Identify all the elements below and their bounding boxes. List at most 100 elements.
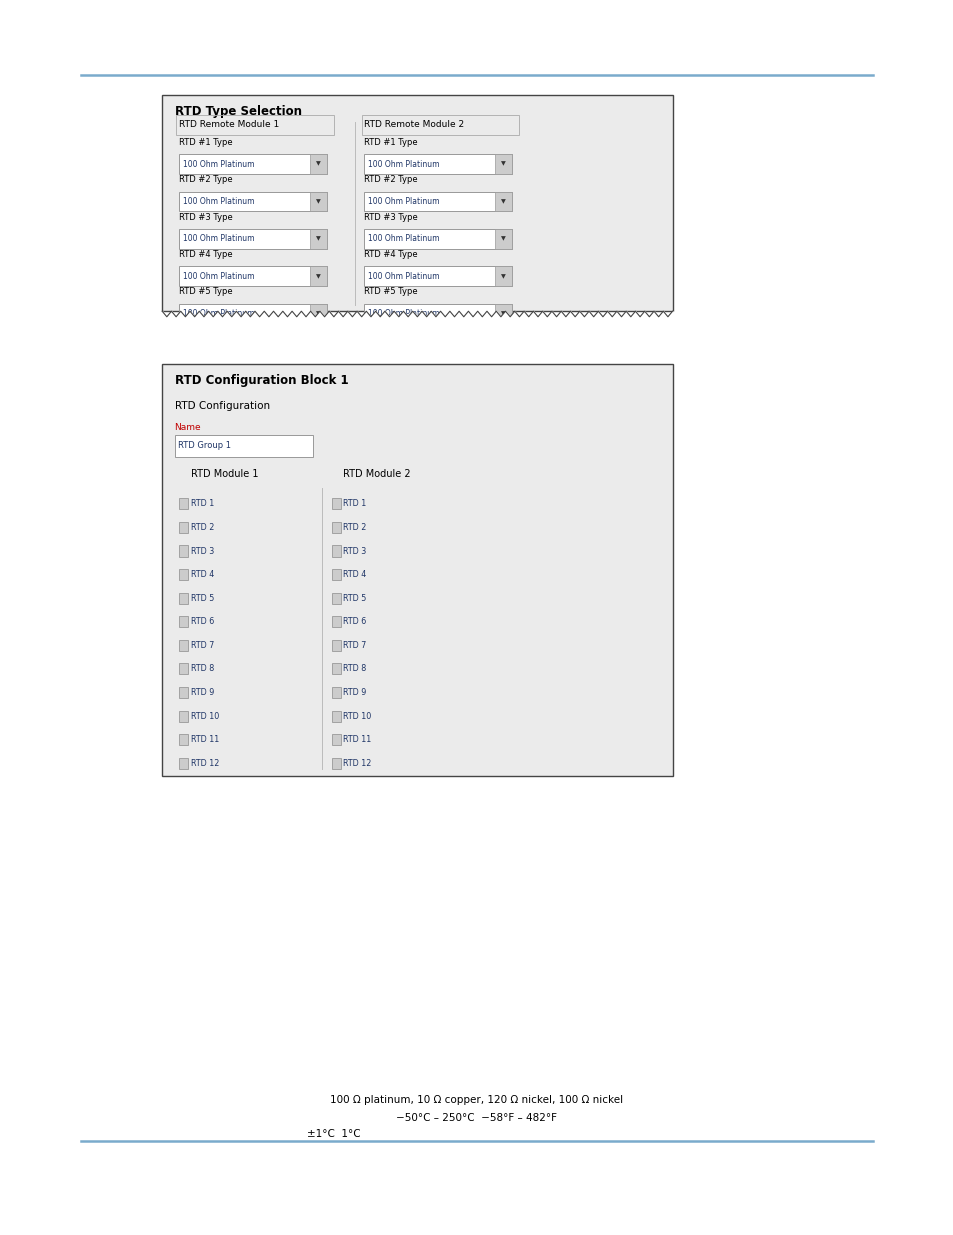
FancyBboxPatch shape	[332, 546, 340, 557]
FancyBboxPatch shape	[495, 304, 512, 324]
FancyBboxPatch shape	[162, 95, 672, 311]
FancyBboxPatch shape	[179, 267, 327, 287]
Text: −50°C – 250°C  −58°F – 482°F: −50°C – 250°C −58°F – 482°F	[396, 1113, 557, 1123]
Text: ▼: ▼	[316, 199, 320, 204]
FancyBboxPatch shape	[332, 498, 340, 509]
FancyBboxPatch shape	[332, 687, 340, 698]
Text: ▼: ▼	[501, 162, 505, 167]
FancyBboxPatch shape	[179, 616, 188, 627]
Text: RTD 7: RTD 7	[191, 641, 214, 650]
FancyBboxPatch shape	[495, 230, 512, 249]
Text: 100 Ohm Platinum: 100 Ohm Platinum	[368, 272, 439, 280]
FancyBboxPatch shape	[495, 191, 512, 211]
Text: RTD 10: RTD 10	[343, 711, 372, 720]
Text: RTD 8: RTD 8	[343, 664, 366, 673]
Text: ±1°C  1°C: ±1°C 1°C	[307, 1129, 360, 1139]
FancyBboxPatch shape	[179, 710, 188, 721]
Text: 100 Ohm Platinum: 100 Ohm Platinum	[368, 159, 439, 169]
Text: 100 Ohm Platinum: 100 Ohm Platinum	[368, 309, 439, 319]
Text: RTD Configuration Block 1: RTD Configuration Block 1	[174, 374, 348, 388]
FancyBboxPatch shape	[364, 154, 512, 174]
Text: RTD Configuration: RTD Configuration	[174, 401, 270, 411]
FancyBboxPatch shape	[174, 435, 313, 457]
FancyBboxPatch shape	[364, 191, 512, 211]
FancyBboxPatch shape	[495, 154, 512, 174]
Text: RTD 10: RTD 10	[191, 711, 219, 720]
Text: ▼: ▼	[316, 162, 320, 167]
Text: 100 Ohm Platinum: 100 Ohm Platinum	[183, 235, 254, 243]
FancyBboxPatch shape	[364, 267, 512, 287]
FancyBboxPatch shape	[332, 734, 340, 745]
Text: ▼: ▼	[501, 199, 505, 204]
Text: RTD 12: RTD 12	[343, 758, 372, 768]
Text: RTD Type Selection: RTD Type Selection	[174, 105, 301, 119]
FancyBboxPatch shape	[332, 522, 340, 534]
Text: RTD #2 Type: RTD #2 Type	[364, 175, 417, 184]
Text: ▼: ▼	[316, 274, 320, 279]
FancyBboxPatch shape	[310, 304, 327, 324]
Text: RTD Remote Module 1: RTD Remote Module 1	[179, 120, 279, 128]
Text: ▼: ▼	[501, 236, 505, 242]
FancyBboxPatch shape	[179, 640, 188, 651]
Text: RTD #2 Type: RTD #2 Type	[179, 175, 233, 184]
Text: RTD 1: RTD 1	[191, 499, 213, 509]
FancyBboxPatch shape	[310, 267, 327, 287]
FancyBboxPatch shape	[310, 191, 327, 211]
Text: RTD 6: RTD 6	[343, 618, 366, 626]
Text: RTD 3: RTD 3	[191, 547, 213, 556]
FancyBboxPatch shape	[332, 758, 340, 768]
Text: ▼: ▼	[316, 311, 320, 316]
FancyBboxPatch shape	[332, 640, 340, 651]
FancyBboxPatch shape	[179, 191, 327, 211]
Text: RTD #3 Type: RTD #3 Type	[179, 212, 233, 222]
FancyBboxPatch shape	[332, 616, 340, 627]
Text: RTD 4: RTD 4	[343, 571, 366, 579]
Text: 100 Ohm Platinum: 100 Ohm Platinum	[183, 272, 254, 280]
Text: RTD #1 Type: RTD #1 Type	[179, 138, 233, 147]
Text: RTD #4 Type: RTD #4 Type	[364, 249, 417, 259]
Text: 100 Ohm Platinum: 100 Ohm Platinum	[183, 198, 254, 206]
Text: RTD #4 Type: RTD #4 Type	[179, 249, 233, 259]
Text: RTD 9: RTD 9	[191, 688, 214, 697]
Text: RTD Remote Module 2: RTD Remote Module 2	[364, 120, 464, 128]
Text: ▼: ▼	[501, 311, 505, 316]
Text: RTD #3 Type: RTD #3 Type	[364, 212, 417, 222]
Text: RTD 6: RTD 6	[191, 618, 213, 626]
FancyBboxPatch shape	[179, 522, 188, 534]
Text: 100 Ω platinum, 10 Ω copper, 120 Ω nickel, 100 Ω nickel: 100 Ω platinum, 10 Ω copper, 120 Ω nicke…	[330, 1094, 623, 1105]
FancyBboxPatch shape	[179, 154, 327, 174]
FancyBboxPatch shape	[332, 593, 340, 604]
FancyBboxPatch shape	[179, 663, 188, 674]
Text: RTD 2: RTD 2	[191, 522, 214, 532]
FancyBboxPatch shape	[179, 758, 188, 768]
Text: RTD 9: RTD 9	[343, 688, 367, 697]
FancyBboxPatch shape	[310, 230, 327, 249]
FancyBboxPatch shape	[332, 663, 340, 674]
Text: RTD #5 Type: RTD #5 Type	[364, 288, 417, 296]
Text: RTD 12: RTD 12	[191, 758, 219, 768]
Text: RTD 7: RTD 7	[343, 641, 367, 650]
FancyBboxPatch shape	[179, 593, 188, 604]
Text: RTD 5: RTD 5	[343, 594, 367, 603]
Text: ▼: ▼	[316, 236, 320, 242]
Text: RTD 3: RTD 3	[343, 547, 366, 556]
FancyBboxPatch shape	[162, 364, 672, 776]
FancyBboxPatch shape	[364, 230, 512, 249]
FancyBboxPatch shape	[179, 687, 188, 698]
Text: RTD Module 1: RTD Module 1	[191, 469, 258, 479]
FancyBboxPatch shape	[364, 304, 512, 324]
FancyBboxPatch shape	[179, 569, 188, 580]
Text: RTD 8: RTD 8	[191, 664, 213, 673]
Text: 100 Ohm Platinum: 100 Ohm Platinum	[368, 198, 439, 206]
Text: RTD 5: RTD 5	[191, 594, 214, 603]
Text: 100 Ohm Platinum: 100 Ohm Platinum	[368, 235, 439, 243]
Text: 100 Ohm Platinum: 100 Ohm Platinum	[183, 159, 254, 169]
Text: 100 Ohm Platinum: 100 Ohm Platinum	[183, 309, 254, 319]
FancyBboxPatch shape	[179, 498, 188, 509]
FancyBboxPatch shape	[310, 154, 327, 174]
Text: RTD 1: RTD 1	[343, 499, 366, 509]
FancyBboxPatch shape	[179, 734, 188, 745]
FancyBboxPatch shape	[179, 230, 327, 249]
Text: RTD #5 Type: RTD #5 Type	[179, 288, 233, 296]
Text: ▼: ▼	[501, 274, 505, 279]
